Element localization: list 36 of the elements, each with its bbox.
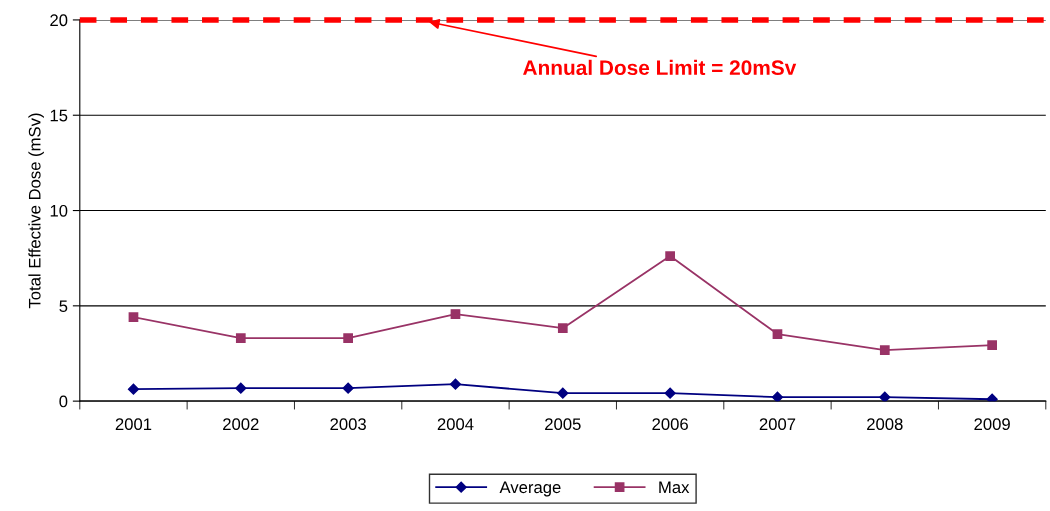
point	[449, 378, 462, 390]
point	[772, 329, 783, 339]
y-tick-label: 15	[50, 109, 68, 122]
point	[987, 340, 997, 350]
x-tick-label: 2009	[974, 418, 1010, 431]
x-tick-label: 2003	[330, 418, 366, 431]
ref-line-label: Annual Dose Limit = 20mSv	[523, 59, 797, 76]
legend-label: Average	[499, 481, 561, 497]
point	[128, 312, 139, 322]
x-tick-label: 2004	[437, 418, 474, 431]
point	[343, 333, 353, 343]
point	[342, 382, 354, 394]
point	[665, 251, 675, 261]
x-tick-label: 2002	[223, 418, 259, 431]
legend-label: Max	[659, 481, 690, 494]
point	[879, 345, 890, 355]
point	[771, 391, 784, 402]
point	[557, 387, 569, 399]
point	[127, 383, 140, 395]
x-tick-label: 2006	[652, 418, 688, 431]
x-tick-label: 2008	[867, 418, 903, 431]
point	[450, 309, 461, 319]
y-tick-label: 10	[50, 204, 68, 217]
y-tick-label: 20	[50, 14, 68, 27]
y-axis-title: Total Effective Dose (mSv)	[28, 113, 44, 309]
x-tick-label: 2007	[759, 418, 796, 431]
x-tick-label: 2001	[115, 418, 152, 431]
y-tick-label: 5	[59, 300, 68, 313]
point	[235, 382, 247, 394]
point	[986, 393, 998, 402]
point	[235, 333, 246, 343]
point	[557, 323, 568, 333]
point	[879, 391, 891, 402]
y-tick-label: 0	[59, 395, 68, 408]
x-tick-label: 2005	[545, 418, 581, 431]
point	[664, 387, 676, 399]
